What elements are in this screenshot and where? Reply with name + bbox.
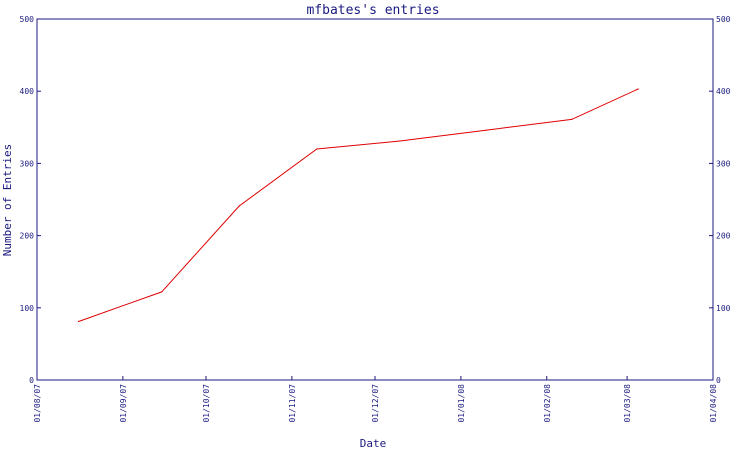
y-tick-label-left: 400: [20, 87, 35, 96]
data-point: [637, 88, 639, 90]
x-tick-label: 01/02/08: [543, 384, 552, 423]
y-tick-label-right: 400: [716, 87, 731, 96]
y-tick-label-left: 0: [29, 376, 34, 385]
y-tick-label-left: 100: [20, 304, 35, 313]
y-axis-left: 0 100 200 300 400 500: [20, 15, 41, 385]
y-tick-label-left: 300: [20, 159, 35, 168]
data-point: [485, 129, 487, 131]
y-tick-label-right: 300: [716, 159, 731, 168]
x-tick-label: 01/04/08: [709, 384, 718, 423]
x-axis-label: Date: [360, 437, 387, 450]
y-axis-label: Number of Entries: [1, 144, 14, 257]
x-tick-label: 01/01/08: [457, 384, 466, 423]
y-tick-label-right: 200: [716, 232, 731, 241]
data-point: [161, 291, 163, 293]
data-point: [316, 148, 318, 150]
y-axis-right: 0 100 200 300 400 500: [709, 15, 731, 385]
x-tick-label: 01/11/07: [288, 384, 297, 423]
y-tick-label-right: 500: [716, 15, 731, 24]
chart-title: mfbates's entries: [306, 3, 439, 18]
data-point: [571, 118, 573, 120]
x-axis: 01/08/07 01/09/07 01/10/07 01/11/07 01/12/07…: [33, 376, 718, 423]
x-tick-label: 01/12/07: [371, 384, 380, 423]
series-group: [77, 88, 639, 323]
x-tick-label: 01/03/08: [623, 384, 632, 423]
series-line: [78, 88, 639, 322]
x-tick-label: 01/09/07: [119, 384, 128, 423]
data-point: [77, 320, 80, 323]
data-point: [238, 205, 240, 207]
plot-frame: [36, 18, 714, 381]
y-tick-label-left: 200: [20, 232, 35, 241]
data-point: [399, 140, 401, 142]
y-tick-label-left: 500: [20, 15, 35, 24]
y-tick-label-right: 0: [716, 376, 721, 385]
y-tick-label-right: 100: [716, 304, 731, 313]
x-tick-label: 01/08/07: [33, 384, 42, 423]
x-tick-label: 01/10/07: [202, 384, 211, 423]
